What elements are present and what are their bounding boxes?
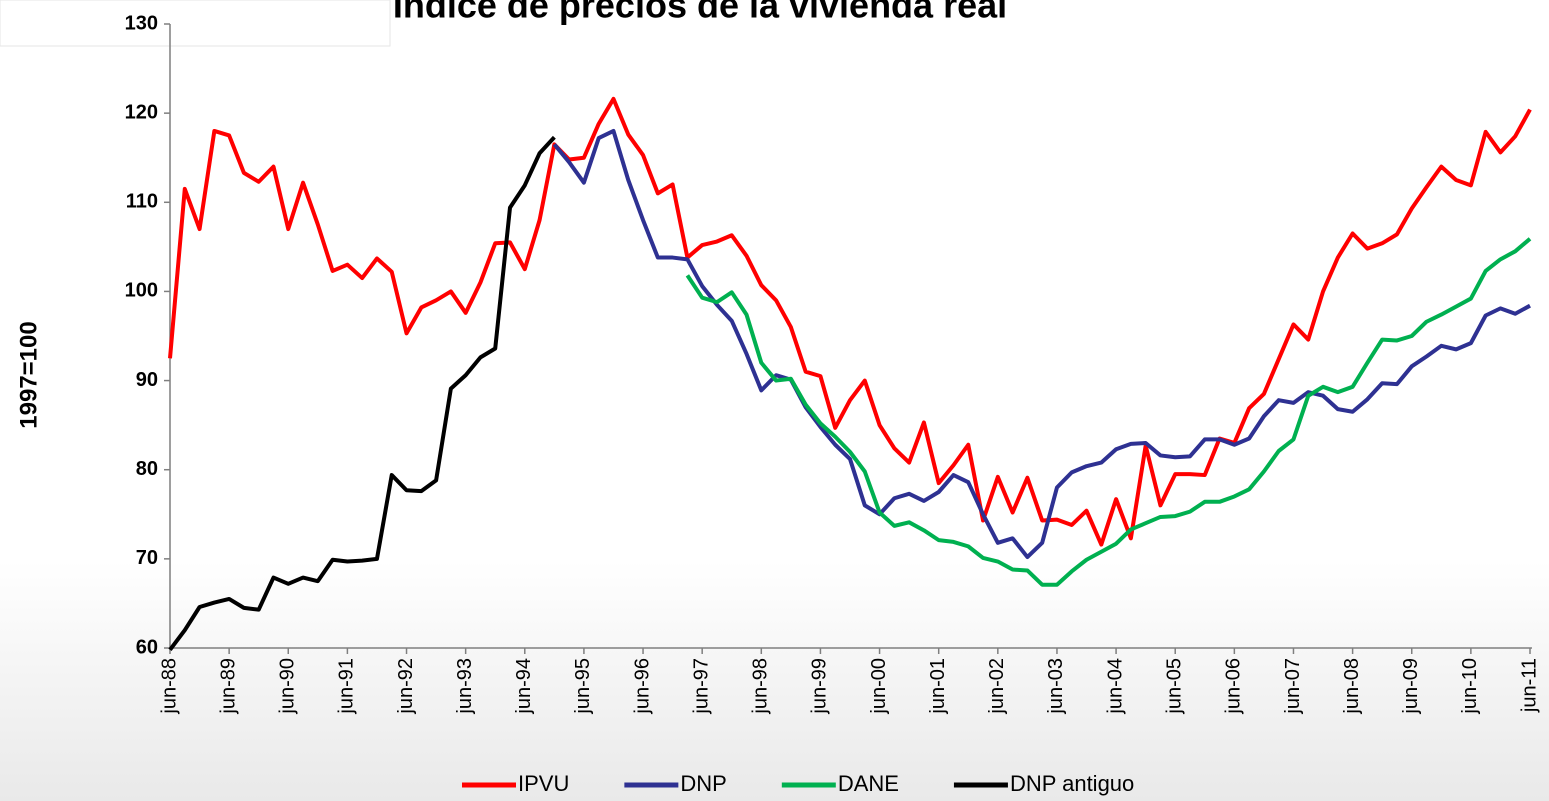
x-tick-label: jun-09 — [1400, 658, 1422, 715]
legend-label: DNP — [680, 771, 726, 796]
chart-title: Índice de precios de la vivienda real — [393, 0, 1007, 26]
legend-label: DANE — [838, 771, 899, 796]
legend-label: DNP antiguo — [1010, 771, 1134, 796]
y-tick-label: 90 — [136, 369, 158, 391]
x-tick-label: jun-02 — [986, 658, 1008, 715]
frame-box — [0, 0, 391, 47]
x-tick-label: jun-98 — [750, 658, 772, 715]
x-tick-label: jun-05 — [1163, 658, 1185, 715]
series-line — [552, 128, 1531, 560]
x-tick-label: jun-04 — [1104, 658, 1126, 715]
y-tick-label: 60 — [136, 636, 158, 658]
x-tick-label: jun-03 — [1045, 658, 1067, 715]
y-tick-label: 120 — [125, 101, 158, 123]
y-tick-label: 110 — [126, 191, 158, 213]
x-tick-label: jun-99 — [809, 658, 831, 715]
x-tick-label: jun-10 — [1459, 658, 1481, 715]
x-tick-label: jun-01 — [927, 658, 949, 715]
x-tick-label: jun-95 — [572, 658, 594, 715]
x-tick-label: jun-08 — [1341, 658, 1363, 715]
series-line — [685, 237, 1532, 587]
x-tick-label: jun-00 — [868, 658, 890, 715]
x-tick-label: jun-06 — [1223, 658, 1245, 715]
y-tick-label: 130 — [125, 12, 158, 34]
series-line — [168, 96, 1532, 547]
x-tick-label: jun-07 — [1282, 658, 1304, 715]
x-tick-label: jun-88 — [158, 658, 180, 715]
series-line — [168, 135, 556, 651]
x-tick-label: jun-89 — [217, 658, 239, 715]
legend-label: IPVU — [518, 771, 569, 796]
x-tick-label: jun-93 — [454, 658, 476, 715]
y-axis-label: 1997=100 — [15, 321, 42, 428]
x-tick-label: jun-91 — [336, 658, 358, 715]
x-tick-label: jun-97 — [690, 658, 712, 715]
legend: IPVU DNP DANE DNP antiguo — [462, 771, 1134, 796]
y-tick-label: 70 — [136, 547, 158, 569]
y-tick-label: 100 — [125, 280, 158, 302]
x-tick-label: jun-11 — [1518, 658, 1540, 713]
x-tick-label: jun-92 — [395, 658, 417, 715]
x-tick-label: jun-90 — [277, 658, 299, 715]
x-tick-label: jun-94 — [513, 658, 535, 715]
y-tick-label: 80 — [136, 458, 158, 480]
x-tick-label: jun-96 — [631, 658, 653, 715]
